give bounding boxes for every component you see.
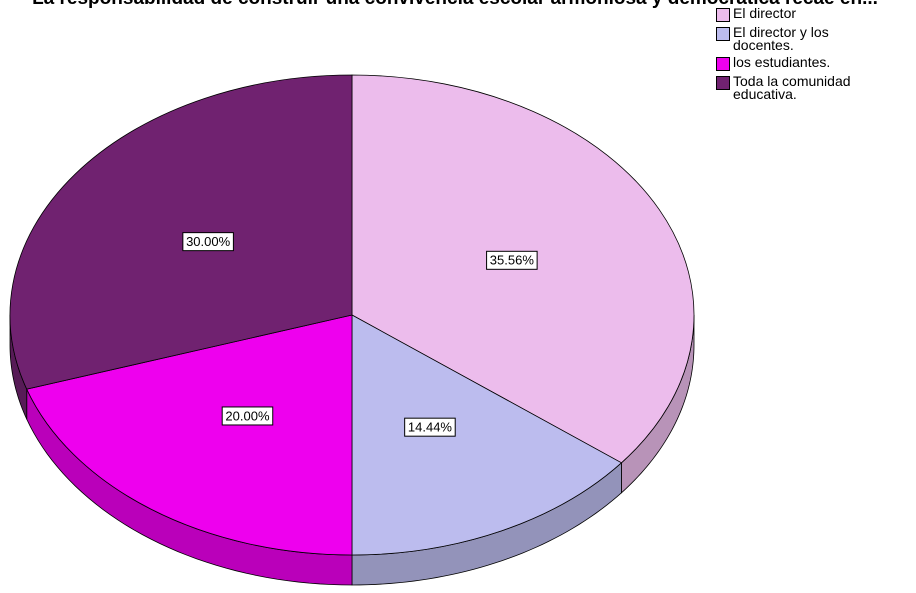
legend-swatch (716, 57, 730, 71)
data-label: 20.00% (225, 408, 270, 423)
legend-label: El director y los docentes. (733, 24, 829, 53)
data-label-box (221, 406, 274, 426)
chart-title: La responsabilidad de construir una conv… (30, 0, 880, 8)
data-label: 30.00% (186, 234, 231, 249)
slice (26, 314, 353, 556)
legend-label: los estudiantes. (733, 54, 831, 70)
legend-entry: El director (716, 5, 903, 22)
legend-swatch (716, 27, 730, 41)
data-label: 14.44% (408, 420, 453, 435)
legend-label: Toda la comunidad educativa. (733, 73, 851, 102)
legend-label: El director (733, 5, 797, 21)
legend-swatch (716, 76, 730, 90)
data-label-box (486, 250, 538, 270)
slice (351, 314, 623, 556)
data-label: 35.56% (490, 253, 535, 268)
legend-entry: Toda la comunidad educativa. (716, 73, 903, 102)
data-label-box (182, 232, 234, 252)
legend: El director El director y los docentes. lo… (716, 5, 903, 105)
legend-entry: El director y los docentes. (716, 24, 903, 53)
data-label-box (404, 417, 456, 437)
slice (9, 74, 353, 390)
legend-entry: los estudiantes. (716, 54, 903, 71)
legend-swatch (716, 8, 730, 22)
